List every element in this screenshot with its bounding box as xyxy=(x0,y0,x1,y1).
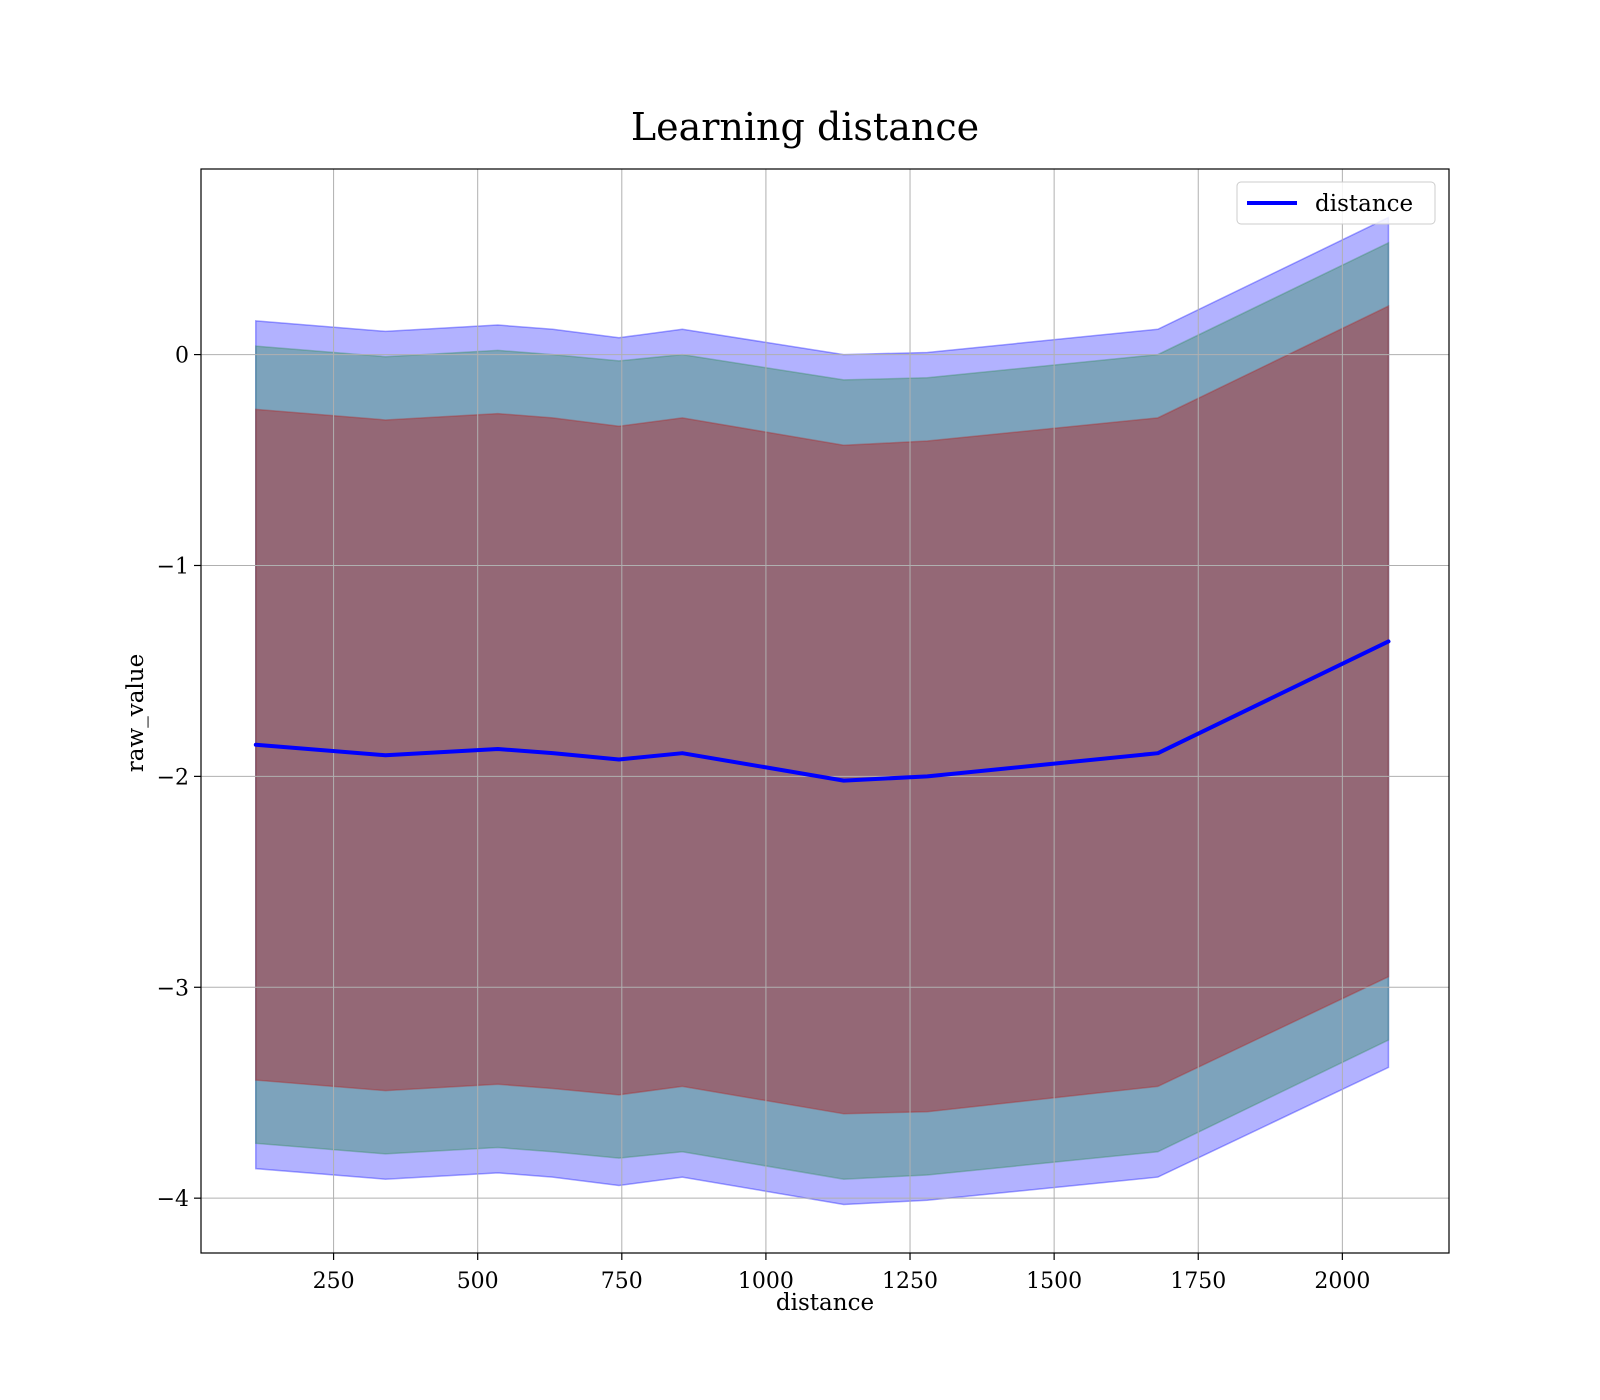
confidence-band-1 xyxy=(255,241,1390,1180)
x-tick-label-6: 1750 xyxy=(1170,1269,1226,1294)
x-axis-title: distance xyxy=(776,1290,874,1316)
y-tick-label-2: −2 xyxy=(157,765,189,790)
x-tick-label-2: 750 xyxy=(601,1269,643,1294)
y-axis-ticks: 0 −1 −2 −3 −4 xyxy=(157,344,201,1212)
legend: distance xyxy=(1236,181,1436,225)
confidence-band-2 xyxy=(255,304,1390,1115)
x-tick-label-7: 2000 xyxy=(1314,1269,1370,1294)
y-tick-label-4: −4 xyxy=(157,1187,189,1212)
legend-box xyxy=(1236,181,1436,225)
plot-frame xyxy=(200,168,1450,1254)
x-axis-ticks: 250 500 750 1000 1250 1500 1750 2000 xyxy=(313,1253,1370,1294)
x-tick-label-4: 1250 xyxy=(882,1269,938,1294)
legend-label-0: distance xyxy=(1315,191,1413,217)
confidence-band-0 xyxy=(255,216,1390,1206)
chart-title: Learning distance xyxy=(631,105,979,149)
x-tick-label-3: 1000 xyxy=(738,1269,794,1294)
grid-lines xyxy=(201,169,1449,1253)
x-tick-label-0: 250 xyxy=(313,1269,355,1294)
series-lines xyxy=(253,639,1391,783)
series-line-distance xyxy=(253,639,1391,783)
y-axis-title: raw_value xyxy=(123,654,149,772)
x-tick-label-5: 1500 xyxy=(1026,1269,1082,1294)
y-tick-label-1: −1 xyxy=(157,554,189,579)
confidence-bands xyxy=(255,216,1390,1206)
y-tick-label-0: 0 xyxy=(175,344,189,369)
y-tick-label-3: −3 xyxy=(157,976,189,1001)
x-tick-label-1: 500 xyxy=(457,1269,499,1294)
